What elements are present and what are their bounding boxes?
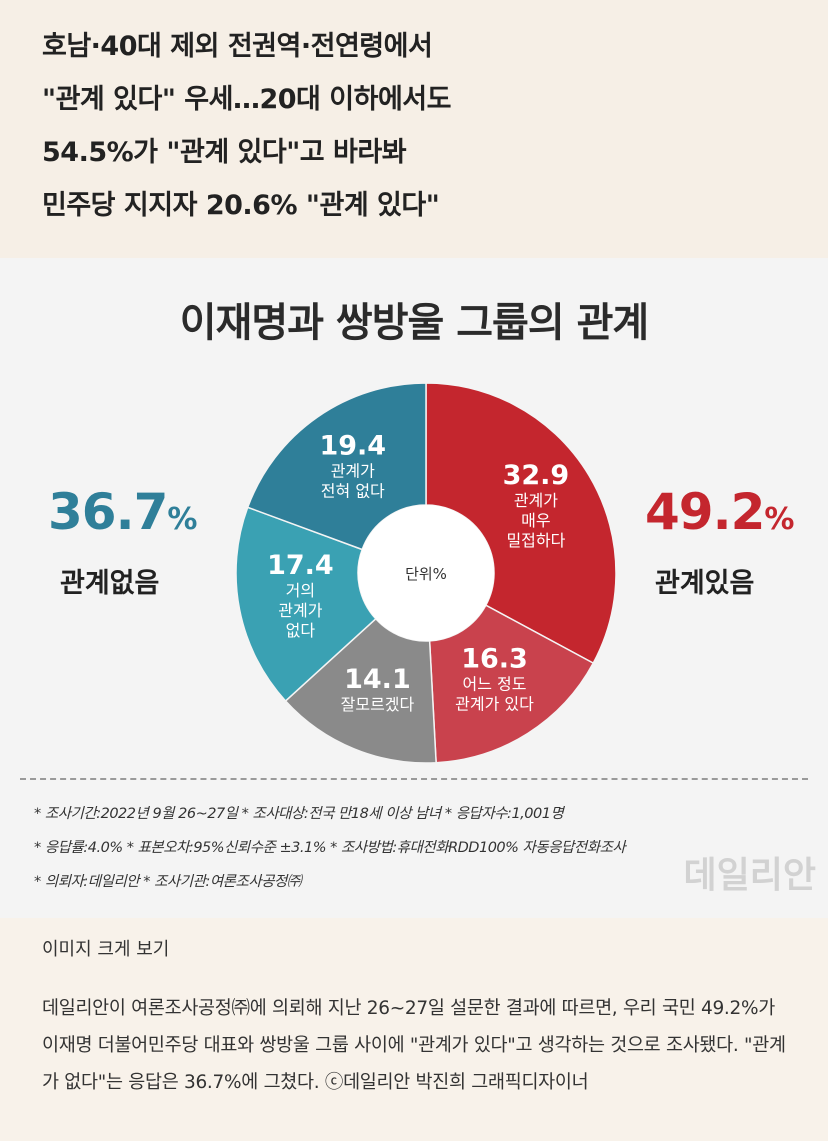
slice-3 xyxy=(235,506,377,703)
headline-line-2: "관계 있다" 우세…20대 이하에서도 xyxy=(42,84,452,115)
summary-right-value: 49.2 xyxy=(645,483,765,541)
slice-value-4: 19.4 xyxy=(319,430,386,461)
note-line-1: * 조사기간:2022년 9월 26~27일 * 조사대상:전국 만18세 이상… xyxy=(34,806,564,822)
slice-value-3: 17.4 xyxy=(267,550,334,581)
infographic-image[interactable]: 이재명과 쌍방울 그룹의 관계 32.9 관계가 매우 밀접하다 16.3 어느 정도 관계… xyxy=(0,258,828,918)
summary-left-value: 36.7 xyxy=(48,483,168,541)
summary-left-unit: % xyxy=(167,502,197,537)
slice-label-2-0: 잘모르겠다 xyxy=(341,695,415,714)
slice-label-4-1: 전혀 없다 xyxy=(321,481,385,500)
slice-value-2: 14.1 xyxy=(344,664,411,695)
slice-label-1-1: 관계가 있다 xyxy=(455,695,534,714)
donut-hole xyxy=(358,505,494,641)
summary-right-percent: 49.2% xyxy=(645,483,794,541)
slice-label-0-1: 매우 xyxy=(521,511,550,530)
slice-label-1-0: 어느 정도 xyxy=(463,675,527,694)
summary-left-label: 관계없음 xyxy=(60,568,160,599)
watermark-logo: 데일리안 xyxy=(683,855,816,896)
slice-label-0-0: 관계가 xyxy=(514,491,558,510)
headline-line-4: 민주당 지지자 20.6% "관계 있다" xyxy=(42,190,440,221)
slice-value-1: 16.3 xyxy=(461,644,528,675)
summary-right-label: 관계있음 xyxy=(655,568,755,599)
note-line-3: * 의뢰자:데일리안 * 조사기관:여론조사공정㈜ xyxy=(34,874,301,890)
summary-right-unit: % xyxy=(764,502,794,537)
note-line-2: * 응답률:4.0% * 표본오차:95%신뢰수준 ±3.1% * 조사방법:휴… xyxy=(34,840,626,856)
slice-label-3-2: 없다 xyxy=(286,621,316,640)
slice-label-3-1: 관계가 xyxy=(278,601,322,620)
view-large-link[interactable]: 이미지 크게 보기 xyxy=(42,939,170,960)
slice-label-3-0: 거의 xyxy=(286,581,315,600)
headline-line-1: 호남·40대 제외 전권역·전연령에서 xyxy=(42,31,433,62)
slice-label-0-2: 밀접하다 xyxy=(506,531,565,550)
slice-value-0: 32.9 xyxy=(503,460,570,491)
center-unit-label: 단위% xyxy=(405,565,447,583)
summary-left-percent: 36.7% xyxy=(48,483,197,541)
image-caption: 데일리안이 여론조사공정㈜에 의뢰해 지난 26~27일 설문한 결과에 따르면… xyxy=(42,998,786,1093)
headline-box: 호남·40대 제외 전권역·전연령에서 "관계 있다" 우세…20대 이하에서도… xyxy=(0,0,828,258)
chart-title: 이재명과 쌍방울 그룹의 관계 xyxy=(179,300,649,346)
headline-line-3: 54.5%가 "관계 있다"고 바라봐 xyxy=(42,137,407,168)
divider xyxy=(20,778,808,780)
slice-label-4-0: 관계가 xyxy=(331,461,375,480)
